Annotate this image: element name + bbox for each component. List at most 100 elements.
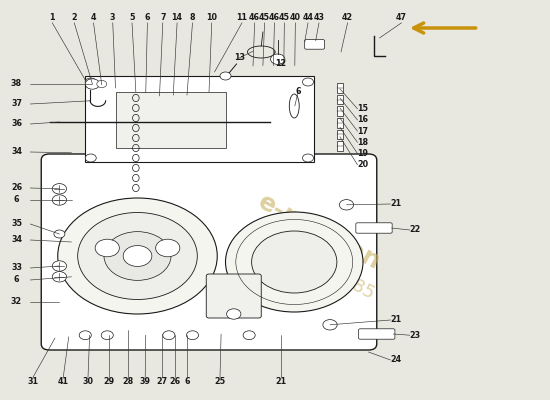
Text: 19: 19 xyxy=(358,149,368,158)
Text: 14: 14 xyxy=(172,14,183,22)
Circle shape xyxy=(339,200,354,210)
Circle shape xyxy=(54,230,65,238)
Circle shape xyxy=(243,331,255,340)
Text: 25: 25 xyxy=(214,378,225,386)
Circle shape xyxy=(227,309,241,319)
Text: 46: 46 xyxy=(249,14,260,22)
Text: 5: 5 xyxy=(129,14,135,22)
Circle shape xyxy=(79,331,91,340)
Text: 33: 33 xyxy=(11,264,22,272)
Text: e-passion: e-passion xyxy=(254,190,384,274)
Circle shape xyxy=(95,239,119,257)
Circle shape xyxy=(156,239,180,257)
Text: 6: 6 xyxy=(184,378,190,386)
Circle shape xyxy=(104,232,171,280)
Text: 1: 1 xyxy=(50,14,55,22)
Ellipse shape xyxy=(289,94,299,118)
Circle shape xyxy=(123,246,152,266)
Bar xyxy=(337,118,343,128)
Circle shape xyxy=(186,331,199,340)
FancyBboxPatch shape xyxy=(116,92,226,148)
Text: 40: 40 xyxy=(290,14,301,22)
Text: 17: 17 xyxy=(358,127,368,136)
Circle shape xyxy=(58,198,217,314)
Text: 24: 24 xyxy=(390,356,402,364)
Text: 42: 42 xyxy=(342,14,353,22)
Text: 13: 13 xyxy=(234,54,245,62)
Circle shape xyxy=(85,78,96,86)
Text: 36: 36 xyxy=(11,120,22,128)
Text: 15: 15 xyxy=(358,104,368,113)
Text: 29: 29 xyxy=(103,378,114,386)
Text: 43: 43 xyxy=(314,14,324,22)
Circle shape xyxy=(271,54,285,64)
Text: 35: 35 xyxy=(11,220,22,228)
FancyBboxPatch shape xyxy=(356,223,392,233)
Text: 4: 4 xyxy=(91,14,96,22)
Text: 41: 41 xyxy=(58,378,69,386)
Circle shape xyxy=(52,184,67,194)
FancyBboxPatch shape xyxy=(41,154,377,350)
Text: 20: 20 xyxy=(358,160,368,169)
Circle shape xyxy=(85,79,100,89)
Text: 31: 31 xyxy=(28,378,38,386)
FancyBboxPatch shape xyxy=(206,274,261,318)
Text: 6: 6 xyxy=(14,276,19,284)
Circle shape xyxy=(323,320,337,330)
Text: 32: 32 xyxy=(11,298,22,306)
Text: 37: 37 xyxy=(11,100,22,108)
Text: 28: 28 xyxy=(123,378,134,386)
Text: 39: 39 xyxy=(140,378,151,386)
Text: 8: 8 xyxy=(190,14,195,22)
Text: 21: 21 xyxy=(275,378,286,386)
Text: 47: 47 xyxy=(396,14,407,22)
Bar xyxy=(337,83,343,93)
Text: 22: 22 xyxy=(410,226,421,234)
Bar xyxy=(337,141,343,151)
Circle shape xyxy=(163,331,175,340)
Text: 6: 6 xyxy=(295,88,301,96)
Text: 38: 38 xyxy=(11,80,22,88)
Text: 34: 34 xyxy=(11,148,22,156)
Circle shape xyxy=(52,272,67,282)
Text: 2: 2 xyxy=(72,14,77,22)
Text: 7: 7 xyxy=(160,14,166,22)
Text: 16: 16 xyxy=(358,116,368,124)
Bar xyxy=(337,106,343,116)
Text: 46: 46 xyxy=(269,14,280,22)
Text: 3: 3 xyxy=(110,14,115,22)
Text: 26: 26 xyxy=(11,184,22,192)
Text: 44: 44 xyxy=(302,14,313,22)
FancyBboxPatch shape xyxy=(85,76,314,162)
Circle shape xyxy=(78,212,197,300)
Text: 26: 26 xyxy=(169,378,180,386)
Text: 45: 45 xyxy=(259,14,270,22)
Text: 12: 12 xyxy=(275,60,286,68)
Text: 10: 10 xyxy=(206,14,217,22)
Bar xyxy=(337,95,343,104)
Circle shape xyxy=(302,154,313,162)
Text: 27: 27 xyxy=(157,378,168,386)
Circle shape xyxy=(52,195,67,205)
Text: 21: 21 xyxy=(390,316,402,324)
Text: 6: 6 xyxy=(14,196,19,204)
Text: 6: 6 xyxy=(145,14,150,22)
Circle shape xyxy=(220,72,231,80)
FancyBboxPatch shape xyxy=(305,40,324,49)
Text: 34: 34 xyxy=(11,236,22,244)
Circle shape xyxy=(97,80,107,88)
Circle shape xyxy=(252,231,337,293)
Text: 30: 30 xyxy=(82,378,94,386)
Text: 18: 18 xyxy=(358,138,368,147)
FancyBboxPatch shape xyxy=(359,329,395,339)
Text: 21: 21 xyxy=(390,200,402,208)
Circle shape xyxy=(226,212,363,312)
Text: 11: 11 xyxy=(236,14,248,22)
Circle shape xyxy=(85,154,96,162)
Bar xyxy=(337,130,343,139)
Text: 23: 23 xyxy=(410,331,421,340)
Text: since 1985: since 1985 xyxy=(282,241,378,303)
Circle shape xyxy=(302,78,313,86)
Circle shape xyxy=(52,261,67,271)
Circle shape xyxy=(101,331,113,340)
